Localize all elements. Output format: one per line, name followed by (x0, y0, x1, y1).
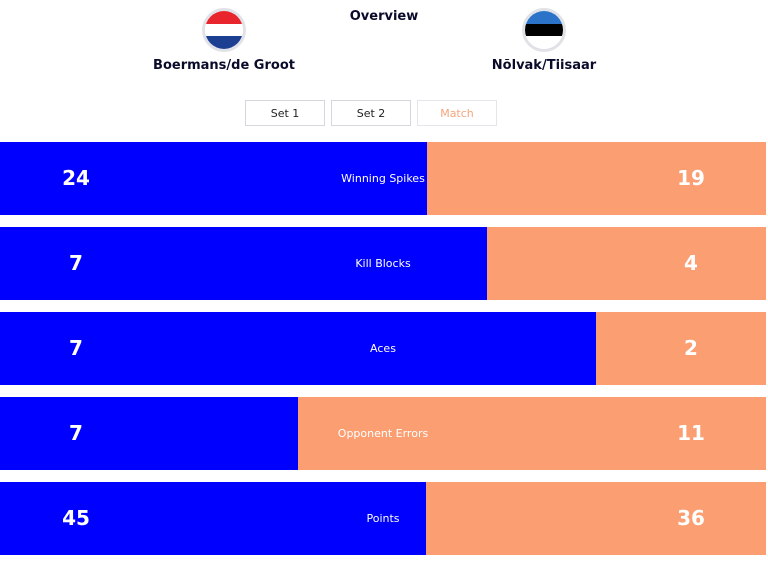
team-left-name: Boermans/de Groot (153, 58, 295, 73)
stat-bar-right (427, 142, 766, 215)
stats-comparison: 24 Winning Spikes 19 7 Kill Blocks 4 7 Aces 2 7 Op… (0, 142, 766, 567)
match-header: Overview Boermans/de Groot Nõlvak/Tiisaa… (0, 0, 768, 142)
stat-label: Kill Blocks (355, 257, 411, 270)
stat-bar-left (0, 397, 298, 470)
tab-set-2[interactable]: Set 2 (331, 100, 411, 126)
tab-match[interactable]: Match (417, 100, 497, 126)
stat-bar-right (487, 227, 766, 300)
stat-value-left: 24 (62, 166, 90, 190)
period-tabs: Set 1 Set 2 Match (245, 100, 497, 126)
stat-value-right: 19 (677, 166, 705, 190)
stat-bar-right (298, 397, 766, 470)
stat-value-left: 7 (69, 421, 83, 445)
stat-bar-left (0, 482, 426, 555)
stat-value-right: 4 (684, 251, 698, 275)
stat-bar-right (426, 482, 766, 555)
team-right-name: Nõlvak/Tiisaar (491, 58, 597, 73)
stat-label: Opponent Errors (337, 427, 429, 440)
team-left: Boermans/de Groot (104, 8, 344, 73)
stat-bar-left (0, 142, 427, 215)
stat-value-right: 11 (677, 421, 705, 445)
estonia-flag-icon (522, 8, 566, 52)
stat-value-left: 7 (69, 251, 83, 275)
stat-label: Points (366, 512, 400, 525)
netherlands-flag-icon (202, 8, 246, 52)
stat-row: 7 Opponent Errors 11 (0, 397, 766, 470)
stat-row: 7 Kill Blocks 4 (0, 227, 766, 300)
stat-bar-right (596, 312, 766, 385)
tab-set-1[interactable]: Set 1 (245, 100, 325, 126)
stat-bar-left (0, 312, 596, 385)
stat-value-right: 2 (684, 336, 698, 360)
stat-value-left: 45 (62, 506, 90, 530)
stat-row: 45 Points 36 (0, 482, 766, 555)
stat-bar-left (0, 227, 487, 300)
page-title: Overview (349, 9, 419, 24)
stat-value-right: 36 (677, 506, 705, 530)
stat-value-left: 7 (69, 336, 83, 360)
team-right: Nõlvak/Tiisaar (424, 8, 664, 73)
stat-row: 24 Winning Spikes 19 (0, 142, 766, 215)
stat-row: 7 Aces 2 (0, 312, 766, 385)
stat-label: Aces (370, 342, 396, 355)
stat-label: Winning Spikes (341, 172, 425, 185)
